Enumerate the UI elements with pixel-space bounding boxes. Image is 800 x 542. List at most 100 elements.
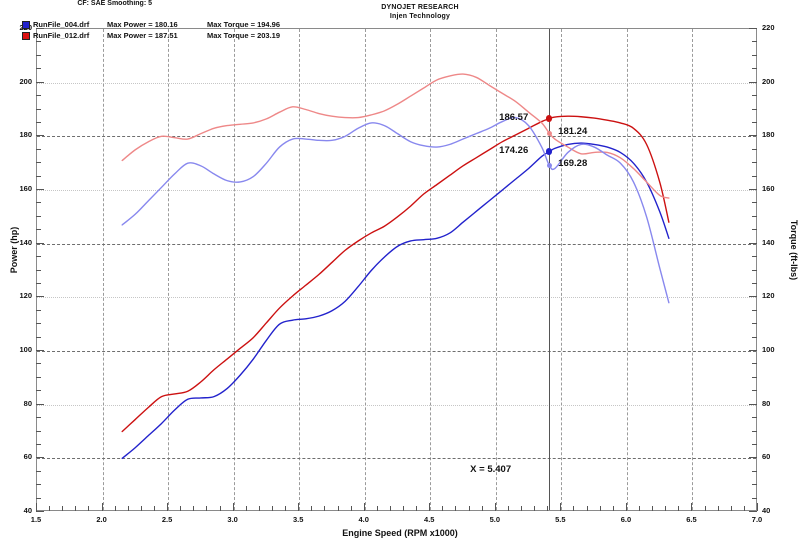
x-axis-tick-label: 5.5 <box>555 515 566 524</box>
y-axis-right-tick-label: 100 <box>762 345 775 354</box>
marker-torque-blue <box>546 162 552 168</box>
x-tick <box>271 506 273 511</box>
x-tick <box>127 506 129 511</box>
x-axis-tick-label: 2.0 <box>96 515 107 524</box>
gridline-horizontal <box>37 190 756 191</box>
y-tick-right <box>752 54 757 56</box>
y-tick-right <box>749 296 757 298</box>
y-tick-left <box>36 309 41 311</box>
y-tick-left <box>36 95 41 97</box>
y-tick-right <box>752 202 757 204</box>
x-tick <box>337 506 339 511</box>
y-tick-left <box>36 269 41 271</box>
x-tick <box>376 506 378 511</box>
gridline-horizontal <box>37 243 756 245</box>
y-axis-left-tick-label: 180 <box>19 130 32 140</box>
y-axis-left-tick-label: 100 <box>19 345 32 354</box>
x-tick <box>625 503 627 511</box>
y-tick-left <box>36 189 44 190</box>
x-tick <box>691 503 693 511</box>
x-axis-tick-label: 6.5 <box>686 515 697 524</box>
x-tick <box>285 506 287 511</box>
y-tick-right <box>749 135 757 137</box>
y-tick-left <box>36 135 44 137</box>
x-tick <box>62 506 64 511</box>
x-tick <box>547 506 549 511</box>
y-tick-left <box>36 484 41 486</box>
y-tick-right <box>752 41 757 43</box>
marker-power-red <box>545 115 553 122</box>
cursor-line[interactable] <box>549 29 551 510</box>
y-tick-left <box>36 470 41 472</box>
y-tick-right <box>752 484 757 486</box>
y-axis-right-tick-label: 200 <box>762 76 775 86</box>
y-tick-right <box>749 457 757 459</box>
x-tick <box>599 506 601 511</box>
x-tick <box>311 506 313 511</box>
y-axis-right-tick-label: 60 <box>762 452 771 462</box>
y-axis-left-tick-label: 160 <box>19 184 32 193</box>
y-tick-right <box>749 403 757 405</box>
x-tick <box>534 506 536 511</box>
y-tick-right <box>752 363 757 365</box>
y-tick-right <box>749 28 757 29</box>
y-tick-right <box>752 376 757 378</box>
y-tick-right <box>752 162 757 164</box>
x-tick <box>757 503 758 511</box>
y-axis-right-tick-label: 160 <box>762 184 775 193</box>
x-tick <box>704 506 706 511</box>
y-tick-right <box>749 511 757 512</box>
y-tick-right <box>752 443 757 445</box>
x-axis-tick-label: 3.0 <box>227 515 238 524</box>
x-tick <box>88 506 90 511</box>
x-tick <box>389 506 391 511</box>
y-tick-right <box>749 350 757 351</box>
legend-file-label: RunFile_012.drf <box>33 31 90 40</box>
y-tick-right <box>752 497 757 499</box>
y-axis-right-tick-label: 120 <box>762 291 775 301</box>
y-tick-left <box>36 242 44 244</box>
x-tick <box>573 506 575 511</box>
y-tick-left <box>36 336 41 338</box>
gridline-horizontal <box>37 351 756 352</box>
legend-color-swatch <box>22 20 30 29</box>
gridline-vertical <box>102 29 104 510</box>
y-tick-left <box>36 417 41 419</box>
x-tick <box>153 506 155 511</box>
y-tick-right <box>752 175 757 177</box>
y-tick-right <box>749 242 757 244</box>
y-tick-right <box>749 189 757 190</box>
y-tick-right <box>752 390 757 392</box>
y-axis-left-tick-label: 80 <box>23 398 32 408</box>
x-tick <box>481 506 483 511</box>
x-tick <box>468 506 470 511</box>
x-tick <box>665 506 667 511</box>
x-tick <box>455 506 457 511</box>
y-tick-left <box>36 363 41 365</box>
y-axis-right-tick-label: 140 <box>762 237 775 247</box>
y-tick-left <box>36 323 41 325</box>
legend-max-torque: Max Torque = 194.96 <box>207 20 281 29</box>
gridline-vertical <box>233 29 235 510</box>
x-tick <box>586 506 588 511</box>
y-tick-right <box>752 309 757 311</box>
y-tick-right <box>752 121 757 123</box>
x-axis-tick-label: 4.5 <box>424 515 435 524</box>
y-tick-left <box>36 497 41 499</box>
y-tick-left <box>36 376 41 378</box>
y-tick-right <box>752 68 757 70</box>
x-tick <box>232 503 234 511</box>
legend-color-swatch <box>22 31 30 40</box>
legend-max-power: Max Power = 187.51 <box>107 31 178 40</box>
y-tick-left <box>36 202 41 204</box>
legend-max-torque: Max Torque = 203.19 <box>207 31 281 40</box>
x-axis-tick-label: 4.0 <box>358 515 369 524</box>
y-tick-right <box>752 229 757 231</box>
curve-power <box>121 142 670 460</box>
y-axis-left-title: Power (hp) <box>9 226 19 274</box>
x-tick <box>167 503 169 511</box>
gridline-vertical <box>168 29 170 510</box>
x-axis-tick-label: 2.5 <box>161 515 173 524</box>
x-tick <box>612 506 614 511</box>
